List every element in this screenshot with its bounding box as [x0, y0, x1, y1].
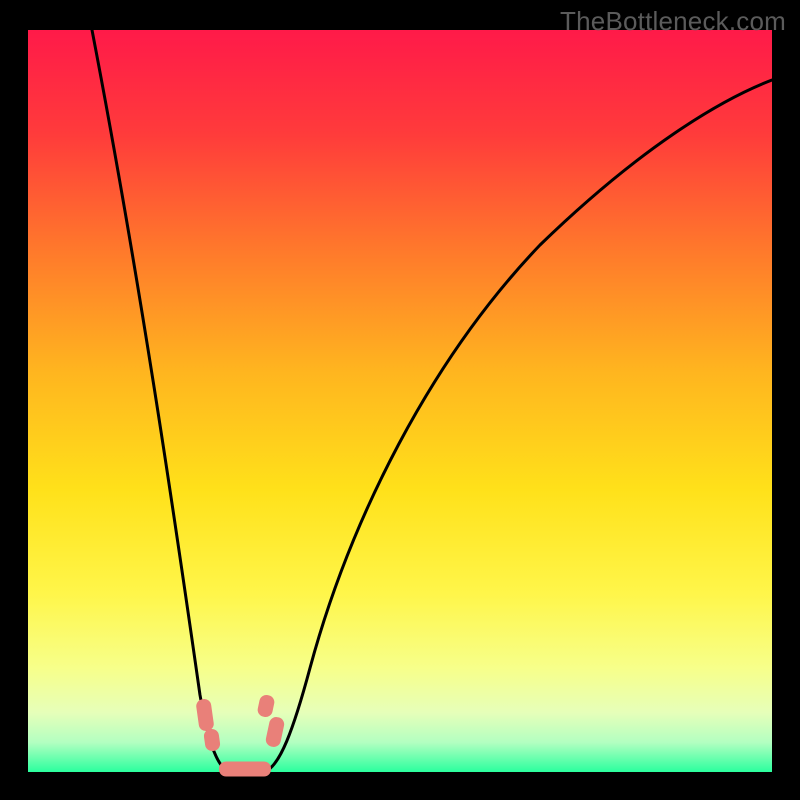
watermark-text: TheBottleneck.com — [560, 6, 786, 37]
stage: TheBottleneck.com — [0, 0, 800, 800]
plot-frame — [28, 30, 772, 772]
